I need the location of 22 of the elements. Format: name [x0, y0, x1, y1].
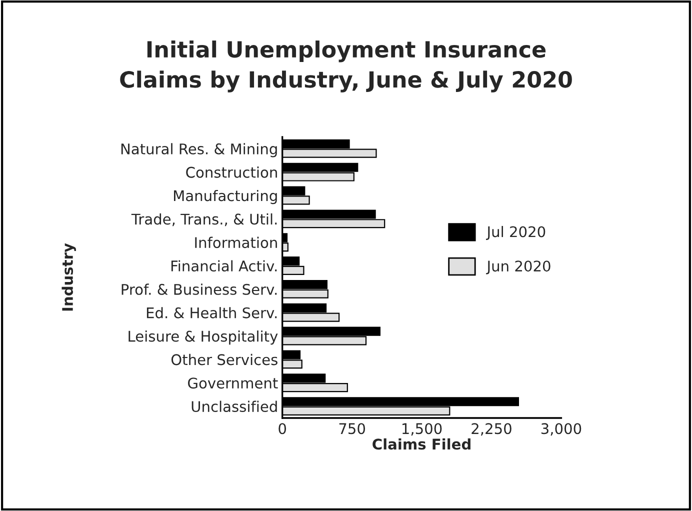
x-tick-label: 0 — [278, 423, 286, 434]
y-tick-label: Manufacturing — [174, 190, 277, 204]
y-tick-label: Leisure & Hospitality — [128, 330, 278, 345]
chart-title: Initial Unemployment Insurance Claims by Industry, June & July 2020 — [120, 40, 572, 92]
y-tick-label: Other Services — [171, 354, 278, 366]
y-tick-label: Unclassified — [192, 400, 277, 412]
x-tick-label: 3,000 — [541, 423, 582, 436]
y-tick-label: Ed. & Health Serv. — [146, 307, 277, 318]
x-tick-label: 1,500 — [402, 423, 442, 436]
legend-label: Jul 2020 — [486, 226, 546, 240]
y-tick-label: Trade, Trans., & Util. — [131, 213, 277, 226]
y-tick-label: Government — [188, 378, 278, 389]
legend-label: Jun 2020 — [486, 260, 550, 274]
x-axis-title: Claims Filed — [372, 438, 470, 450]
y-tick-label: Natural Res. & Mining — [121, 143, 277, 158]
x-tick-label: 2,250 — [472, 423, 512, 436]
y-tick-label: Financial Activ. — [171, 260, 277, 272]
y-tick-label: Information — [195, 236, 277, 248]
y-axis-title: Industry — [62, 243, 76, 311]
y-tick-label: Construction — [186, 166, 277, 178]
y-tick-label: Prof. & Business Serv. — [122, 284, 277, 295]
x-tick-label: 750 — [339, 423, 366, 434]
